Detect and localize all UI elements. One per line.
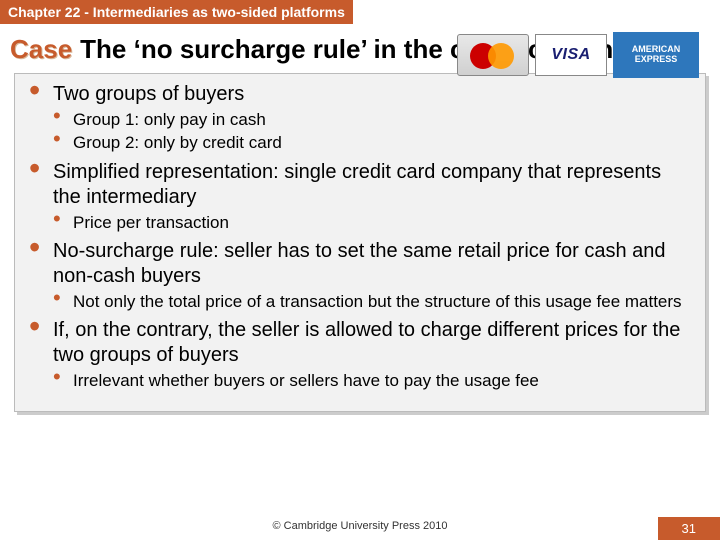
visa-logo: VISA (535, 34, 607, 76)
bullet-text: Two groups of buyers (53, 82, 691, 107)
bullet-text: No-surcharge rule: seller has to set the… (53, 239, 691, 289)
list-item: No-surcharge rule: seller has to set the… (29, 239, 691, 312)
list-subitem: Group 2: only by credit card (53, 132, 691, 153)
sub-bullet-text: Group 2: only by credit card (73, 132, 691, 153)
sub-bullet-text: Price per transaction (73, 212, 691, 233)
list-subitem: Price per transaction (53, 212, 691, 233)
sub-bullet-text: Group 1: only pay in cash (73, 109, 691, 130)
sub-bullet-text: Irrelevant whether buyers or sellers hav… (73, 370, 691, 391)
mastercard-logo (457, 34, 529, 76)
list-subitem: Not only the total price of a transactio… (53, 291, 691, 312)
bullet-list: Two groups of buyers Group 1: only pay i… (29, 82, 691, 391)
card-logos: VISA AMERICAN EXPRESS (457, 32, 699, 78)
list-item: If, on the contrary, the seller is allow… (29, 318, 691, 391)
list-subitem: Irrelevant whether buyers or sellers hav… (53, 370, 691, 391)
bullet-text: Simplified representation: single credit… (53, 160, 691, 210)
chapter-bar: Chapter 22 - Intermediaries as two-sided… (0, 0, 353, 24)
case-label: Case (10, 34, 72, 65)
amex-line2: EXPRESS (635, 55, 678, 65)
list-item: Two groups of buyers Group 1: only pay i… (29, 82, 691, 154)
content-box: VISA AMERICAN EXPRESS Two groups of buye… (14, 73, 706, 412)
list-item: Simplified representation: single credit… (29, 160, 691, 233)
list-subitem: Group 1: only pay in cash (53, 109, 691, 130)
amex-logo: AMERICAN EXPRESS (613, 32, 699, 78)
bullet-text: If, on the contrary, the seller is allow… (53, 318, 691, 368)
sub-bullet-text: Not only the total price of a transactio… (73, 291, 691, 312)
page-number: 31 (658, 517, 720, 540)
copyright-footer: © Cambridge University Press 2010 (0, 520, 720, 532)
